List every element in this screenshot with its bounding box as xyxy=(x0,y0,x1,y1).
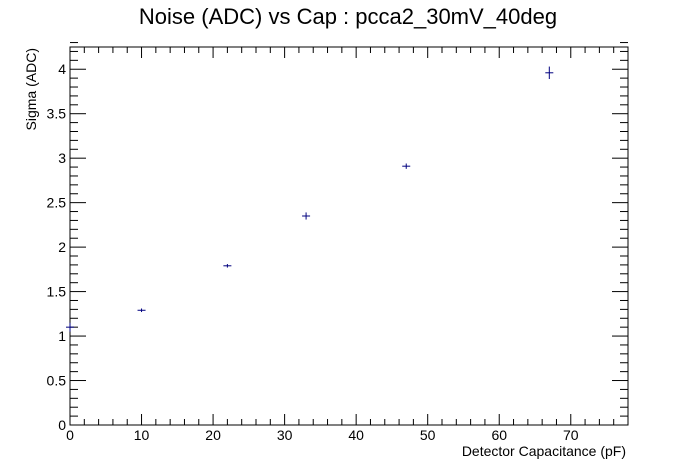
y-tick-label: 0 xyxy=(58,417,66,433)
y-tick-label: 1.5 xyxy=(47,284,67,300)
y-tick-label: 2.5 xyxy=(47,195,67,211)
x-tick-label: 50 xyxy=(420,427,436,443)
data-series xyxy=(66,66,554,332)
y-tick-label: 0.5 xyxy=(47,373,67,389)
x-tick-label: 30 xyxy=(277,427,293,443)
y-tick-label: 4 xyxy=(58,61,66,77)
data-point xyxy=(545,66,554,80)
x-axis-label: Detector Capacitance (pF) xyxy=(462,443,626,459)
x-tick-label: 20 xyxy=(205,427,221,443)
y-axis-label: Sigma (ADC) xyxy=(23,48,39,130)
x-axis: 0 10 20 30 40 50 60 70 xyxy=(66,47,629,443)
data-point xyxy=(66,322,74,332)
x-tick-label: 60 xyxy=(491,427,507,443)
chart-title: Noise (ADC) vs Cap : pcca2_30mV_40deg xyxy=(139,4,557,29)
x-tick-label: 10 xyxy=(134,427,150,443)
data-point xyxy=(137,308,146,313)
y-tick-label: 1 xyxy=(58,328,66,344)
x-tick-label: 70 xyxy=(563,427,579,443)
x-tick-label: 0 xyxy=(66,427,74,443)
y-tick-label: 2 xyxy=(58,239,66,255)
y-tick-label: 3.5 xyxy=(47,106,67,122)
plot-frame xyxy=(69,46,629,426)
y-tick-label: 3 xyxy=(58,150,66,166)
y-axis: 0 0.5 1 1.5 2 2.5 3 3.5 4 xyxy=(47,42,628,433)
data-point xyxy=(302,212,311,220)
data-point xyxy=(402,163,411,169)
x-tick-label: 40 xyxy=(348,427,364,443)
data-point xyxy=(223,264,232,268)
